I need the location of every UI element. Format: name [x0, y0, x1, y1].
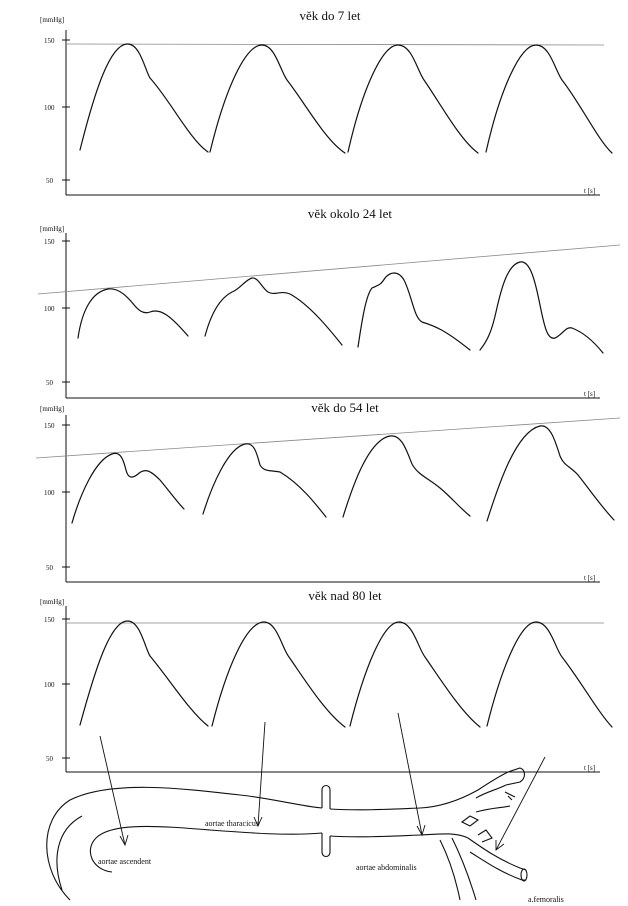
panel-2-waveform [77, 261, 604, 354]
panel-4-tick-label-100: 100 [44, 681, 55, 689]
small-branch-lower [477, 829, 493, 843]
panel-2-pulse-4 [479, 261, 604, 354]
arrow-ascendent-head [119, 834, 129, 847]
upper-right-twig [504, 791, 516, 801]
upper-branch [321, 784, 331, 809]
panel-3-reference-line [35, 417, 621, 459]
panel-1-x-unit: t [s] [584, 187, 595, 195]
panel-1-y-unit: [mmHg] [40, 16, 64, 24]
panel-3-title: věk do 54 let [311, 400, 379, 415]
aortic-arch-inner [89, 825, 323, 873]
femoral-artery-end [520, 868, 528, 882]
descending-aorta-top [329, 771, 509, 811]
panel-4-tick-label-150: 150 [44, 616, 55, 624]
panel-2-reference-line [37, 244, 621, 295]
panel-3-tick-label-50: 50 [46, 564, 54, 572]
panel-1-title: věk do 7 let [299, 8, 360, 23]
panel-2-tick-label-150: 150 [44, 238, 55, 246]
arrow-abdominal-head [416, 824, 426, 837]
panel-1-tick-label-100: 100 [44, 104, 55, 112]
panel-1-pulse-4 [485, 44, 613, 154]
panel-2-x-unit: t [s] [584, 390, 595, 398]
arrow-femoral-head [495, 840, 505, 851]
panel-4-title: věk nad 80 let [308, 588, 382, 603]
panel-3-pulse-3 [342, 435, 471, 518]
descending-aorta-bottom [329, 833, 469, 839]
panel-2-pulse-2 [204, 277, 343, 346]
panel-4-tick-label-50: 50 [46, 755, 54, 763]
panel-3-pulse-2 [202, 443, 327, 518]
panel-2-pulse-3 [357, 272, 471, 351]
panel-4-waveform [79, 620, 613, 728]
upper-right-branch [505, 767, 526, 786]
label-aortae-thoracicus: aortae tharacicus [205, 819, 259, 828]
panel-2-tick-label-100: 100 [44, 305, 55, 313]
panel-2-title: věk okolo 24 let [308, 206, 393, 221]
arrow-abdominal [397, 712, 423, 836]
aortic-arch-outer [46, 786, 323, 901]
aorta-drawing [46, 767, 528, 901]
aortic-arch-edge [56, 815, 83, 891]
panel-2-pulse-1 [77, 288, 189, 339]
panel-3-tick-label-150: 150 [44, 422, 55, 430]
panel-3-y-unit: [mmHg] [40, 405, 64, 413]
arrow-thoracic [257, 721, 266, 827]
panel-3-pulse-4 [486, 425, 615, 522]
lower-left-branch [439, 837, 477, 901]
lower-branch [321, 833, 331, 858]
panel-4-y-unit: [mmHg] [40, 598, 64, 606]
arrow-ascendent [99, 735, 126, 846]
small-branch-box [460, 815, 480, 827]
panel-3-tick-label-100: 100 [44, 489, 55, 497]
panel-1-pulse-2 [209, 44, 346, 154]
panel-1-tick-label-50: 50 [46, 177, 54, 185]
panel-4-pulse-2 [211, 621, 346, 728]
middle-right-branch [475, 784, 511, 813]
panel-3-waveform [71, 425, 615, 524]
femoral-artery [467, 837, 527, 881]
arrow-femoral [495, 756, 546, 851]
arrow-thoracic-head [253, 816, 263, 828]
panel-4-pulse-1 [79, 620, 209, 727]
panel-4-x-unit: t [s] [584, 764, 595, 772]
panel-1-reference-line [65, 43, 605, 46]
panel-2: věk okolo 24 let [mmHg] 150 100 50 t [s] [37, 206, 621, 399]
panel-4-pulse-3 [349, 621, 481, 728]
panel-1-waveform [79, 43, 613, 154]
pointer-arrows [99, 712, 546, 851]
label-a-femoralis: a.femoralis [528, 895, 564, 904]
panel-1-pulse-1 [79, 43, 209, 153]
label-aortae-abdominalis: aortae abdominalis [356, 863, 417, 872]
panel-4-pulse-4 [486, 621, 613, 728]
panel-3-x-unit: t [s] [584, 574, 595, 582]
panel-3-pulse-1 [71, 452, 185, 524]
panel-2-tick-label-50: 50 [46, 379, 54, 387]
panel-4: věk nad 80 let [mmHg] 150 100 50 t [s] [40, 588, 613, 773]
panel-1-pulse-3 [347, 44, 479, 154]
label-aortae-ascendent: aortae ascendent [98, 857, 152, 866]
panel-2-y-unit: [mmHg] [40, 225, 64, 233]
panel-1-tick-label-150: 150 [44, 37, 55, 45]
panel-1: věk do 7 let [mmHg] 150 100 50 t [s] [40, 8, 613, 196]
panel-3: věk do 54 let [mmHg] 150 100 50 t [s] [35, 400, 621, 583]
